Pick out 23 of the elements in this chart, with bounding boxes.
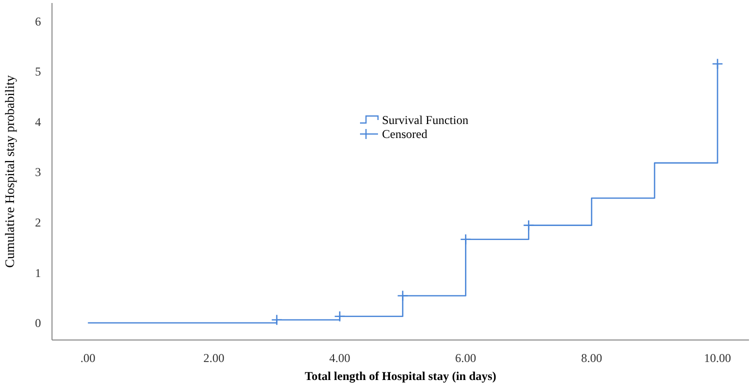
point	[397, 290, 408, 302]
y-tick-label: 5	[35, 64, 41, 79]
legend-label: Survival Function	[382, 113, 468, 128]
y-tick-label: 2	[35, 216, 41, 230]
y-axis-title: Cumulative Hospital stay probability	[2, 74, 17, 268]
y-tick-label: 6	[35, 14, 41, 28]
x-tick-label: 4.00	[329, 351, 350, 366]
point	[460, 234, 472, 246]
y-tick-label: 4	[35, 114, 41, 129]
x-tick-label: 2.00	[203, 351, 224, 366]
point	[334, 310, 346, 322]
x-axis-title: Total length of Hospital stay (in days)	[304, 369, 496, 383]
point	[271, 314, 282, 326]
point	[522, 220, 534, 231]
x-tick-label: .00	[80, 351, 96, 366]
x-tick-label: 10.00	[704, 351, 732, 366]
y-tick-label: 3	[35, 165, 41, 180]
y-tick-label: 1	[35, 266, 41, 280]
x-tick-label: 8.00	[581, 351, 602, 366]
legend-label: Censored	[382, 127, 428, 142]
x-tick-label: 6.00	[455, 351, 476, 366]
point	[712, 58, 724, 70]
y-tick-label: 0	[35, 316, 41, 330]
